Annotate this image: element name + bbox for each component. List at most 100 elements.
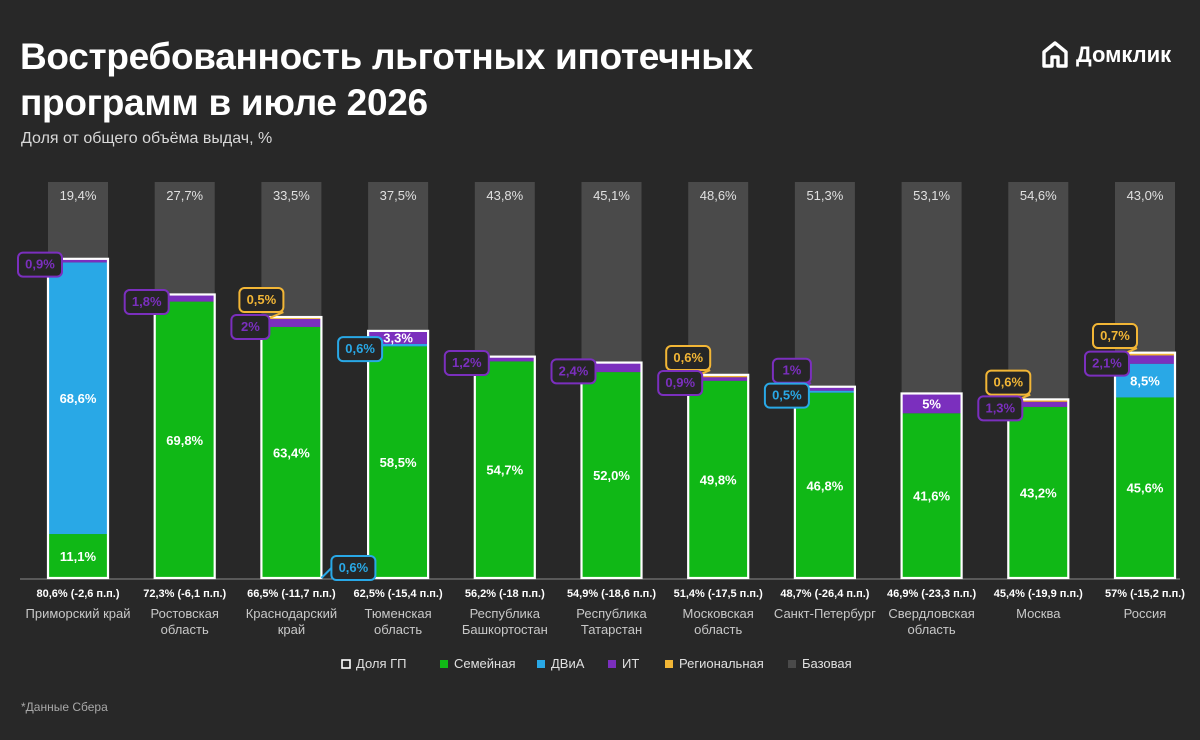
bar-segment-двиа xyxy=(368,343,429,347)
bar-segment-ит xyxy=(154,294,215,302)
category-label: Краснодарский xyxy=(246,606,337,621)
callout-label: 0,7% xyxy=(1100,328,1130,343)
bar-segment-семейная xyxy=(1115,397,1175,578)
callout-box xyxy=(230,313,271,340)
bar-label-семейная: 41,6% xyxy=(913,489,950,504)
legend-swatch-двиа xyxy=(537,660,545,668)
bar-label-bazovaya: 45,1% xyxy=(593,188,630,203)
gp-share-outline xyxy=(1113,351,1177,580)
bar-label-bazovaya: 33,5% xyxy=(273,188,310,203)
bar-label-семейная: 49,8% xyxy=(700,472,737,487)
bar-segment-ит xyxy=(901,393,962,414)
bar-segment-ит xyxy=(794,386,855,391)
bar-label-bazovaya: 54,6% xyxy=(1020,188,1057,203)
bar-label-bazovaya: 19,4% xyxy=(60,188,97,203)
category-label: Московская xyxy=(683,606,754,621)
gp-share-label: 62,5% (-15,4 п.п.) xyxy=(354,588,443,600)
callout-box xyxy=(985,369,1032,396)
callout-label: 0,9% xyxy=(25,257,55,272)
bar-label-ит: 3,3% xyxy=(383,330,413,345)
callout-label: 0,9% xyxy=(665,375,695,390)
callout-label: 1,8% xyxy=(132,294,162,309)
category-label: Санкт-Петербург xyxy=(774,606,876,621)
bar-segment-региональная xyxy=(1115,352,1175,356)
bar-segment-двиа xyxy=(794,390,855,393)
callout-label: 0,6% xyxy=(993,375,1023,390)
bar-label-bazovaya: 43,0% xyxy=(1127,188,1164,203)
bar-segment-семейная xyxy=(794,392,855,578)
bar-label-семейная: 11,1% xyxy=(60,549,97,564)
callout-label: 0,6% xyxy=(345,341,375,356)
callout-leader xyxy=(320,567,333,579)
gp-share-label: 66,5% (-11,7 п.п.) xyxy=(247,588,336,600)
callout-label: 1,3% xyxy=(985,400,1015,415)
legend-label: Семейная xyxy=(454,656,516,671)
gp-share-outline xyxy=(367,329,430,580)
gp-share-label: 54,9% (-18,6 п.п.) xyxy=(567,588,656,600)
legend-label: Базовая xyxy=(802,656,852,671)
bar-label-семейная: 43,2% xyxy=(1020,485,1057,500)
callout-box xyxy=(763,382,810,409)
category-label: область xyxy=(374,622,422,637)
category-label: Россия xyxy=(1124,606,1167,621)
callout-label: 1% xyxy=(783,363,802,378)
legend-swatch-dolya-gp xyxy=(341,659,351,669)
bar-segment-семейная xyxy=(901,413,962,578)
legend-label: Региональная xyxy=(679,656,764,671)
bar-segment-ит xyxy=(1008,401,1069,407)
callout-box xyxy=(443,350,490,377)
stacked-bar-chart: 19,4% 11,1% 68,6% 80,6% (-2,6 п.п.) Приморск… xyxy=(17,182,1185,671)
legend-swatch-базовая xyxy=(788,660,796,668)
category-label: область xyxy=(161,622,209,637)
bar-segment-региональная xyxy=(1008,399,1069,402)
callout-label: 0,5% xyxy=(247,292,277,307)
legend-label: ИТ xyxy=(622,656,639,671)
bar-segment-семейная xyxy=(154,301,215,578)
gp-share-outline xyxy=(687,373,750,580)
gp-share-label: 45,4% (-19,9 п.п.) xyxy=(994,588,1083,600)
gp-share-label: 80,6% (-2,6 п.п.) xyxy=(37,588,120,600)
title-line-1: Востребованность льготных ипотечных xyxy=(20,36,753,77)
bar-segment-ит xyxy=(261,319,322,327)
logo-text: Домклик xyxy=(1076,42,1172,67)
category-label: область xyxy=(694,622,742,637)
bar-label-семейная: 46,8% xyxy=(806,478,843,493)
category-label: область xyxy=(908,622,956,637)
title-line-2: программ в июле 2026 xyxy=(20,82,428,123)
callout-label: 2,1% xyxy=(1092,356,1122,371)
bar-label-семейная: 52,0% xyxy=(593,468,630,483)
gp-share-outline xyxy=(260,315,323,580)
legend-swatch-ит xyxy=(608,660,616,668)
legend-label: Доля ГП xyxy=(356,656,407,671)
category-label: Москва xyxy=(1016,606,1061,621)
bar-label-ит: 5% xyxy=(922,396,941,411)
bar-segment-ит xyxy=(688,377,749,381)
gp-share-label: 51,4% (-17,5 п.п.) xyxy=(674,588,763,600)
bar-label-двиа: 68,6% xyxy=(60,391,97,406)
callout-label: 0,6% xyxy=(339,560,369,575)
category-label: Республика xyxy=(470,606,541,621)
bar-segment-семейная xyxy=(261,326,322,578)
category-label: Башкортостан xyxy=(462,622,548,637)
callout-label: 1,2% xyxy=(452,355,482,370)
house-icon xyxy=(1042,41,1068,68)
bar-label-bazovaya: 37,5% xyxy=(380,188,417,203)
category-label: Тюменская xyxy=(365,606,432,621)
bar-label-семейная: 69,8% xyxy=(166,433,203,448)
bar-label-bazovaya: 48,6% xyxy=(700,188,737,203)
chart-subtitle: Доля от общего объёма выдач, % xyxy=(21,130,273,147)
bar-segment-семейная xyxy=(474,361,535,578)
bar-label-семейная: 45,6% xyxy=(1127,481,1164,496)
legend-swatch-семейная xyxy=(440,660,448,668)
bar-label-bazovaya: 27,7% xyxy=(166,188,203,203)
callout-box xyxy=(17,251,63,278)
callout-leader xyxy=(269,311,284,319)
bar-segment-семейная xyxy=(688,380,749,578)
callout-box xyxy=(238,287,285,314)
legend-swatch-региональная xyxy=(665,660,673,668)
bar-segment-ит xyxy=(581,362,642,373)
callout-box xyxy=(1084,350,1130,377)
gp-share-label: 56,2% (-18 п.п.) xyxy=(465,588,545,600)
callout-label: 2,4% xyxy=(559,363,589,378)
callout-box xyxy=(1092,323,1138,350)
